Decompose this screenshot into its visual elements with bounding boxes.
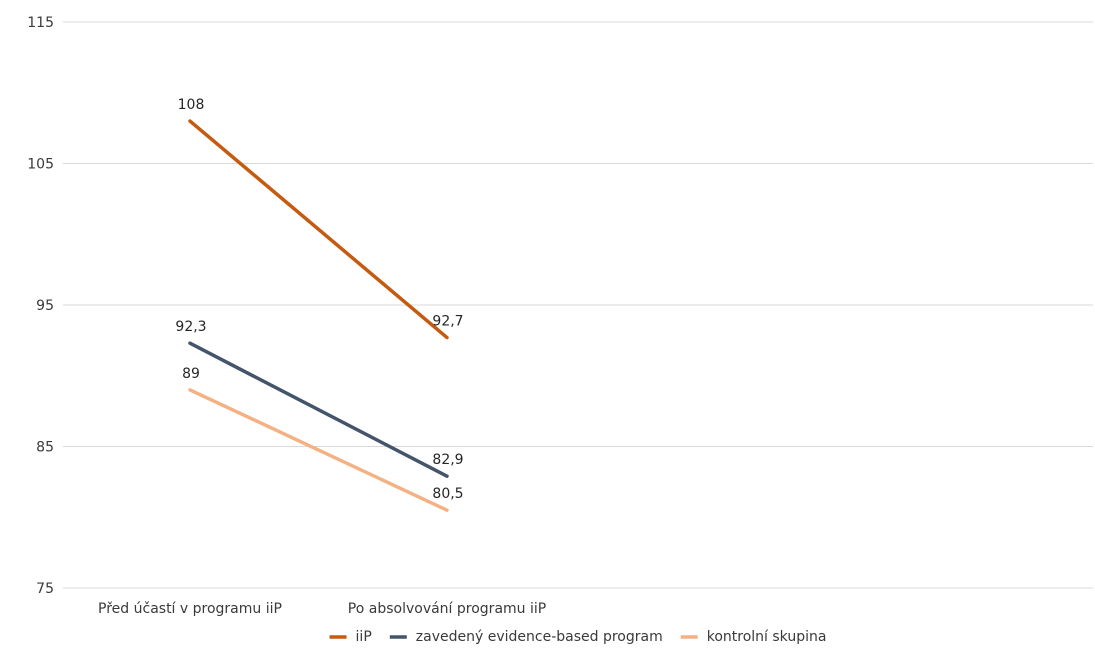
x-category-label: Před účastí v programu iiP (98, 601, 282, 617)
data-label: 80,5 (432, 486, 463, 502)
data-label: 92,7 (432, 314, 463, 330)
y-tick-label: 115 (27, 15, 54, 31)
data-label: 92,3 (175, 319, 206, 335)
data-labels: 108 92,7 92,3 82,9 89 80,5 (175, 97, 464, 511)
series-lines (188, 119, 449, 512)
series-line (188, 341, 449, 478)
legend-label: kontrolní skupina (707, 629, 827, 645)
legend-label: iiP (356, 629, 372, 645)
legend: iiP zavedený evidence-based program kontro… (329, 629, 827, 645)
y-axis-ticks: 75 85 95 105 115 (27, 15, 54, 597)
x-axis-categories: Před účastí v programu iiP Po absolvování… (98, 601, 546, 617)
data-label: 108 (178, 97, 205, 113)
x-category-label: Po absolvování programu iiP (348, 601, 546, 617)
data-label: 89 (182, 366, 200, 382)
legend-label: zavedený evidence-based program (416, 629, 663, 645)
y-tick-label: 75 (36, 581, 54, 597)
data-label: 82,9 (432, 452, 463, 468)
gridlines (63, 21, 1093, 589)
y-tick-label: 95 (36, 298, 54, 314)
y-tick-label: 85 (36, 440, 54, 456)
y-tick-label: 105 (27, 157, 54, 173)
series-line (188, 119, 449, 340)
series-line (188, 388, 449, 512)
